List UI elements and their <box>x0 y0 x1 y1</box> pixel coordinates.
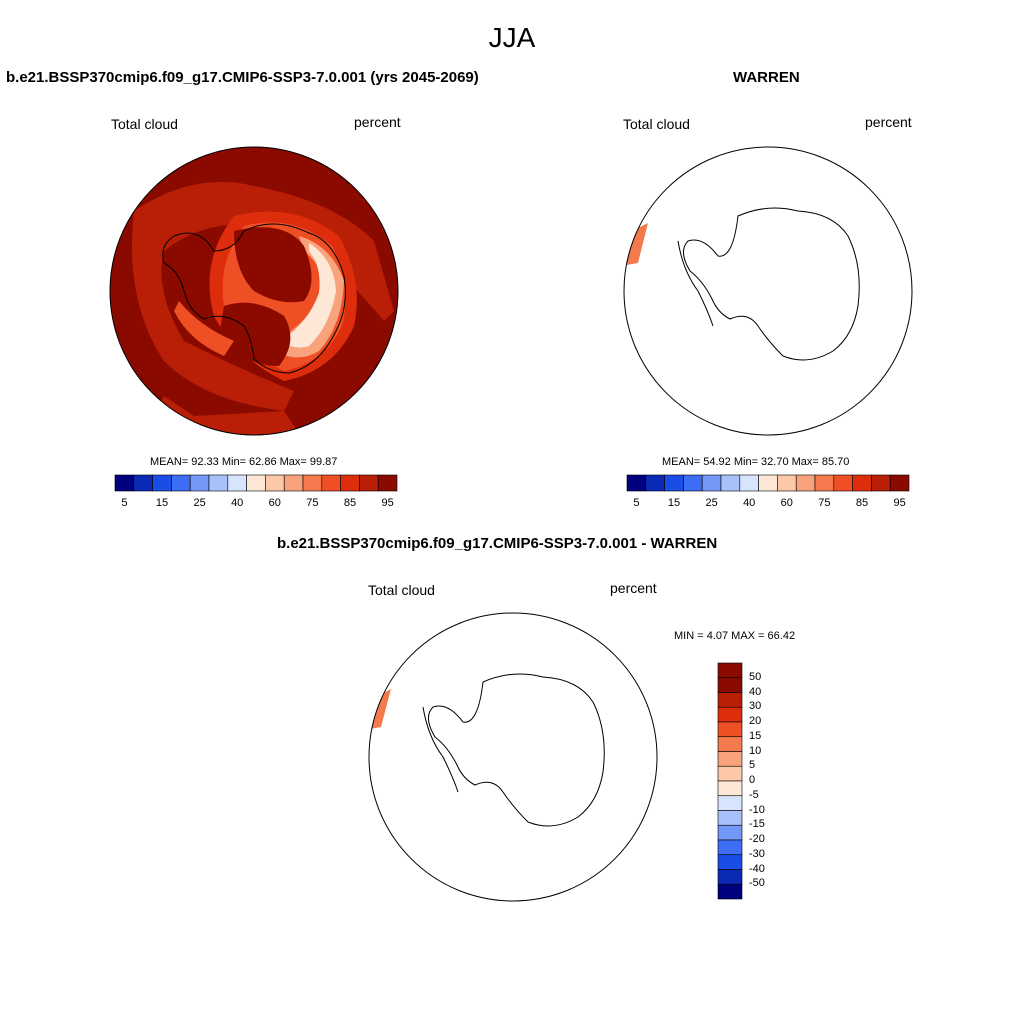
colorbar-label: 15 <box>749 729 762 742</box>
colorbar-label: 40 <box>743 497 756 509</box>
colorbar-label: 5 <box>749 759 756 772</box>
colorbar-box <box>683 474 703 492</box>
colorbar-box <box>359 474 379 492</box>
colorbar-box <box>645 474 665 492</box>
test-units-label: percent <box>354 114 401 130</box>
colorbar-box <box>717 662 743 679</box>
colorbar-box <box>717 692 743 708</box>
colorbar-box <box>265 474 285 492</box>
colorbar-label: 5 <box>121 497 128 509</box>
colorbar-box <box>717 883 743 900</box>
colorbar-box <box>814 474 835 492</box>
colorbar-label: 60 <box>268 497 281 509</box>
colorbar-box <box>152 474 172 492</box>
season-title: JJA <box>488 22 536 53</box>
colorbar-box <box>302 474 323 492</box>
colorbar-label: -30 <box>749 847 765 860</box>
colorbar-label: 15 <box>155 497 169 509</box>
colorbar-box <box>717 795 743 811</box>
colorbar-box <box>283 474 304 492</box>
colorbar-box <box>321 474 341 492</box>
colorbar-label: 75 <box>306 497 319 509</box>
colorbar-box <box>717 780 743 797</box>
colorbar-box <box>717 677 743 693</box>
colorbar-label: 85 <box>343 497 357 509</box>
colorbar-box <box>246 474 266 492</box>
colorbar-box <box>701 474 722 492</box>
colorbar-label: 60 <box>780 497 793 509</box>
obs-title: WARREN <box>733 69 800 86</box>
obs-colorbar <box>626 474 910 492</box>
colorbar-box <box>377 474 398 492</box>
colorbar-label: -15 <box>749 818 765 831</box>
test-stats: MEAN= 92.33 Min= 62.86 Max= 99.87 <box>150 456 338 468</box>
colorbar-label: 0 <box>749 774 756 786</box>
colorbar-label: 20 <box>749 715 762 727</box>
colorbar-box <box>852 474 872 492</box>
colorbar-label: 50 <box>749 670 762 683</box>
colorbar-label: -5 <box>749 788 759 801</box>
colorbar-label: -10 <box>749 803 765 816</box>
colorbar-box <box>189 474 210 492</box>
colorbar-box <box>717 765 743 782</box>
colorbar-box <box>717 869 743 885</box>
obs-variable-label: Total cloud <box>623 116 690 132</box>
colorbar-label: 5 <box>633 497 640 509</box>
colorbar-box <box>133 474 153 492</box>
colorbar-label: -40 <box>749 862 765 875</box>
colorbar-label: 40 <box>231 497 244 509</box>
obs-units-label: percent <box>865 114 912 130</box>
colorbar-label: 40 <box>749 685 762 698</box>
test-variable-label: Total cloud <box>111 116 178 132</box>
colorbar-label: 95 <box>381 497 394 509</box>
colorbar-label: 25 <box>705 497 718 509</box>
diff-variable-label: Total cloud <box>368 582 435 598</box>
colorbar-box <box>871 474 891 492</box>
diff-units-label: percent <box>610 580 657 596</box>
colorbar-label: -50 <box>749 877 765 890</box>
test-case-title: b.e21.BSSP370cmip6.f09_g17.CMIP6-SSP3-7.… <box>6 69 479 86</box>
colorbar-label: 15 <box>667 497 681 509</box>
colorbar-label: 10 <box>749 744 762 757</box>
colorbar-label: -20 <box>749 833 765 845</box>
colorbar-box <box>340 474 360 492</box>
colorbar-box <box>664 474 684 492</box>
colorbar-box <box>720 474 741 492</box>
colorbar-box <box>208 474 229 492</box>
colorbar-box <box>717 736 743 752</box>
obs-polar-map <box>623 146 913 436</box>
diff-title: b.e21.BSSP370cmip6.f09_g17.CMIP6-SSP3-7.… <box>277 535 718 552</box>
colorbar-box <box>758 474 778 492</box>
colorbar-box <box>717 854 743 870</box>
diff-colorbar <box>717 662 743 900</box>
colorbar-box <box>171 474 191 492</box>
colorbar-label: 25 <box>193 497 206 509</box>
colorbar-box <box>717 824 743 841</box>
colorbar-box <box>739 474 759 492</box>
colorbar-box <box>626 474 647 492</box>
colorbar-box <box>833 474 853 492</box>
colorbar-label: 95 <box>893 497 906 509</box>
colorbar-box <box>717 810 743 826</box>
test-colorbar <box>114 474 398 492</box>
colorbar-label: 30 <box>749 700 762 713</box>
colorbar-box <box>889 474 910 492</box>
colorbar-box <box>777 474 797 492</box>
colorbar-box <box>717 706 743 723</box>
diff-stats: MIN = 4.07 MAX = 66.42 <box>674 630 796 642</box>
colorbar-label: 85 <box>855 497 869 509</box>
colorbar-box <box>795 474 816 492</box>
colorbar-box <box>717 839 743 856</box>
obs-stats: MEAN= 54.92 Min= 32.70 Max= 85.70 <box>662 456 850 468</box>
colorbar-box <box>717 721 743 738</box>
diff-polar-map <box>368 612 658 902</box>
colorbar-box <box>717 751 743 767</box>
colorbar-box <box>114 474 135 492</box>
colorbar-box <box>227 474 247 492</box>
test-polar-map <box>109 146 399 436</box>
colorbar-label: 75 <box>818 497 831 509</box>
